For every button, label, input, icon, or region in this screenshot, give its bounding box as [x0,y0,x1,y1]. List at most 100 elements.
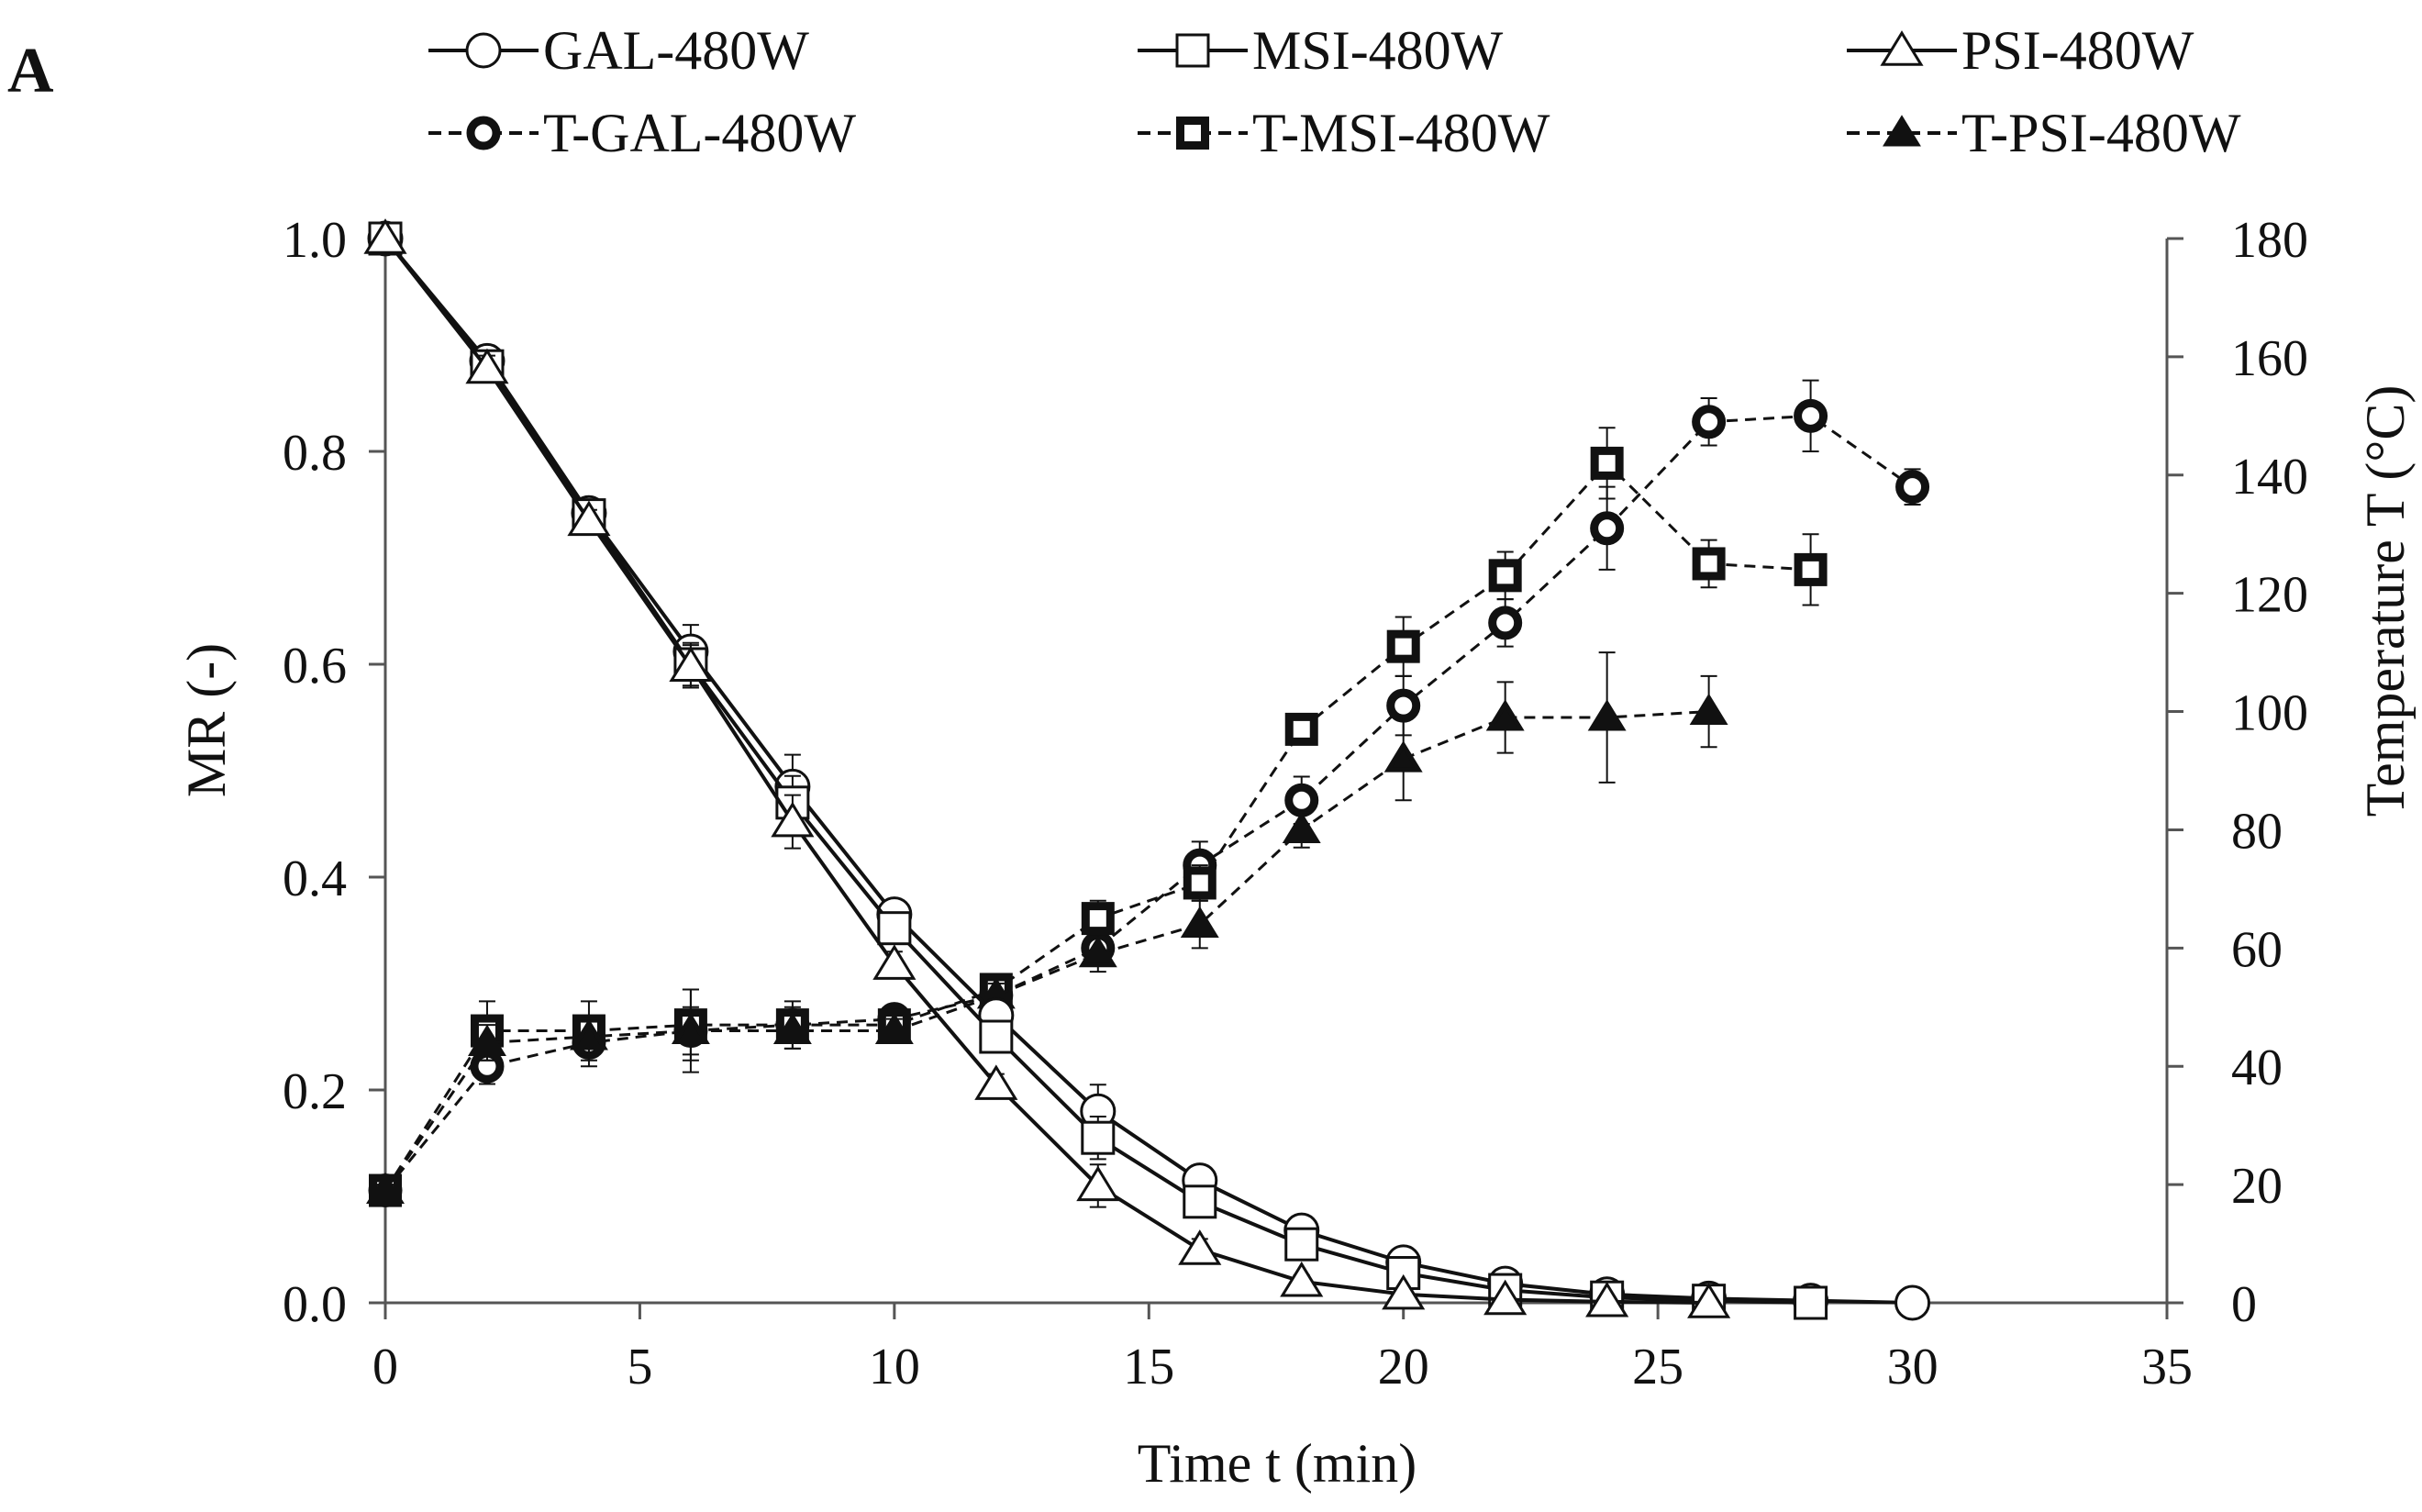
x-tick-label: 30 [1887,1339,1939,1395]
data-point [1183,1184,1217,1219]
data-point [1485,699,1525,731]
legend-label: T-MSI-480W [1252,103,1550,163]
y2-axis-title: Temperature T (°C) [2355,385,2416,817]
legend-label: T-PSI-480W [1961,103,2241,163]
legend-entry-gal-480w: GAL-480W [428,20,809,81]
data-point [1284,1227,1319,1262]
data-point [1081,1120,1116,1155]
legend-marker [1176,117,1209,150]
y2-tick-label: 180 [2231,212,2308,269]
y2-tick-label: 120 [2231,567,2308,624]
data-point [1180,906,1219,939]
data-point [1587,699,1627,731]
y-tick-label: 1.0 [283,212,347,269]
y2-tick-label: 0 [2231,1276,2257,1333]
legend-label: GAL-480W [543,20,809,81]
legend-entry-t-psi-480w: T-PSI-480W [1847,103,2241,163]
legend-entry-psi-480w: PSI-480W [1847,20,2194,81]
data-point [877,911,912,946]
data-point [772,1012,812,1045]
data-point [1280,1261,1324,1297]
data-point [468,1024,506,1056]
data-point [874,1012,914,1045]
data-point [1895,470,1930,505]
y2-tick-label: 80 [2231,803,2283,860]
y2-tick-label: 140 [2231,449,2308,506]
y-tick-label: 0.6 [283,638,347,695]
data-point [569,1018,608,1051]
data-point [1284,783,1319,817]
data-point [363,218,407,254]
data-point [1178,1229,1222,1265]
y-axis-title: MR (-) [176,643,237,797]
data-point [1692,547,1726,581]
legend-marker [1175,33,1210,68]
legend-entry-t-gal-480w: T-GAL-480W [428,103,856,163]
series-t-psi-480w [366,651,1728,1205]
y2-tick-label: 40 [2231,1040,2283,1096]
legend-entry-t-msi-480w: T-MSI-480W [1138,103,1550,163]
legend-marker [1883,115,1921,147]
x-tick-label: 15 [1123,1339,1174,1395]
data-point [1794,1285,1828,1320]
legend-label: T-GAL-480W [543,103,856,163]
chart-legend: GAL-480W MSI-480W PSI-480W T-GAL-480W T-MSI-… [428,20,2241,163]
x-tick-label: 0 [372,1339,398,1395]
legend-entry-msi-480w: MSI-480W [1138,20,1504,81]
series-line [383,414,1914,1192]
data-point [1382,1273,1426,1310]
x-tick-label: 5 [627,1339,652,1395]
x-tick-label: 20 [1378,1339,1429,1395]
chart-series-layer [363,218,1931,1321]
series-line [383,461,1811,1192]
data-point [1383,740,1423,773]
data-point [1585,1281,1629,1317]
data-point [872,944,917,980]
legend-marker [466,116,501,150]
data-point [974,1064,1018,1100]
legend-label: MSI-480W [1252,20,1504,81]
y2-tick-label: 100 [2231,685,2308,742]
chart-axes: 0 5 10 15 20 25 30 35 0.0 0.2 0.4 0.6 0.8 1.0 0 20 40 60 8… [283,212,2308,1395]
data-point [669,646,713,683]
legend-label: PSI-480W [1961,20,2194,81]
data-point [1894,1284,1931,1321]
data-point [671,1012,710,1045]
x-tick-label: 10 [869,1339,920,1395]
data-point [1081,902,1115,936]
data-point [1076,1165,1120,1202]
series-psi-480w [363,218,1731,1318]
data-point [567,500,611,537]
x-axis-title: Time t (min) [1138,1433,1417,1494]
series-line [383,710,1709,1192]
data-point [1078,935,1117,968]
panel-label: A [7,36,54,106]
data-point [979,1019,1014,1054]
data-point [1284,712,1318,746]
data-point [1794,552,1828,586]
y-tick-label: 0.0 [283,1276,347,1333]
data-point [1687,1283,1731,1318]
y-tick-label: 0.8 [283,425,347,482]
data-point [1488,559,1522,593]
data-point [771,801,815,838]
y-tick-label: 0.2 [283,1063,347,1120]
x-tick-label: 25 [1632,1339,1683,1395]
series-line [383,237,1913,1305]
x-tick-label: 35 [2141,1339,2193,1395]
y2-tick-label: 160 [2231,330,2308,387]
data-point [1692,405,1727,439]
data-point [1386,629,1420,663]
y2-tick-label: 20 [2231,1158,2283,1215]
data-point [1386,688,1421,723]
data-point [1689,693,1728,726]
data-point [1483,1279,1528,1316]
data-point [1183,866,1217,900]
y2-tick-label: 60 [2231,921,2283,978]
data-point [366,1172,405,1205]
data-point [1794,398,1828,433]
data-point [465,348,509,384]
data-point [1590,511,1625,546]
legend-marker [1880,30,1924,66]
